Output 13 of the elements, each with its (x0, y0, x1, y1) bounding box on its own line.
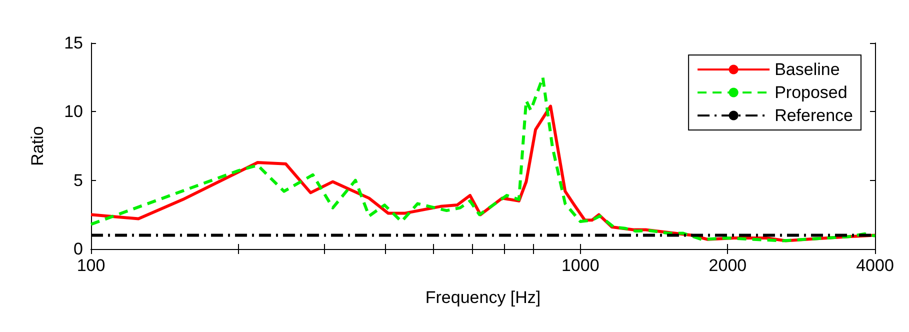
x-tick-label: 2000 (708, 256, 747, 275)
x-tick-label: 100 (76, 256, 106, 275)
y-axis-title: Ratio (28, 126, 47, 166)
legend-label: Reference (774, 106, 854, 125)
y-tick-label: 10 (64, 102, 83, 122)
x-tick-label: 1000 (561, 256, 600, 275)
legend-label: Baseline (774, 60, 840, 79)
legend-label: Proposed (774, 83, 848, 102)
x-axis-title: Frequency [Hz] (425, 288, 541, 307)
x-tick-label: 4000 (856, 256, 894, 275)
y-tick-label: 15 (64, 34, 83, 52)
y-tick-label: 0 (74, 240, 83, 258)
y-tick-label: 5 (74, 170, 83, 190)
